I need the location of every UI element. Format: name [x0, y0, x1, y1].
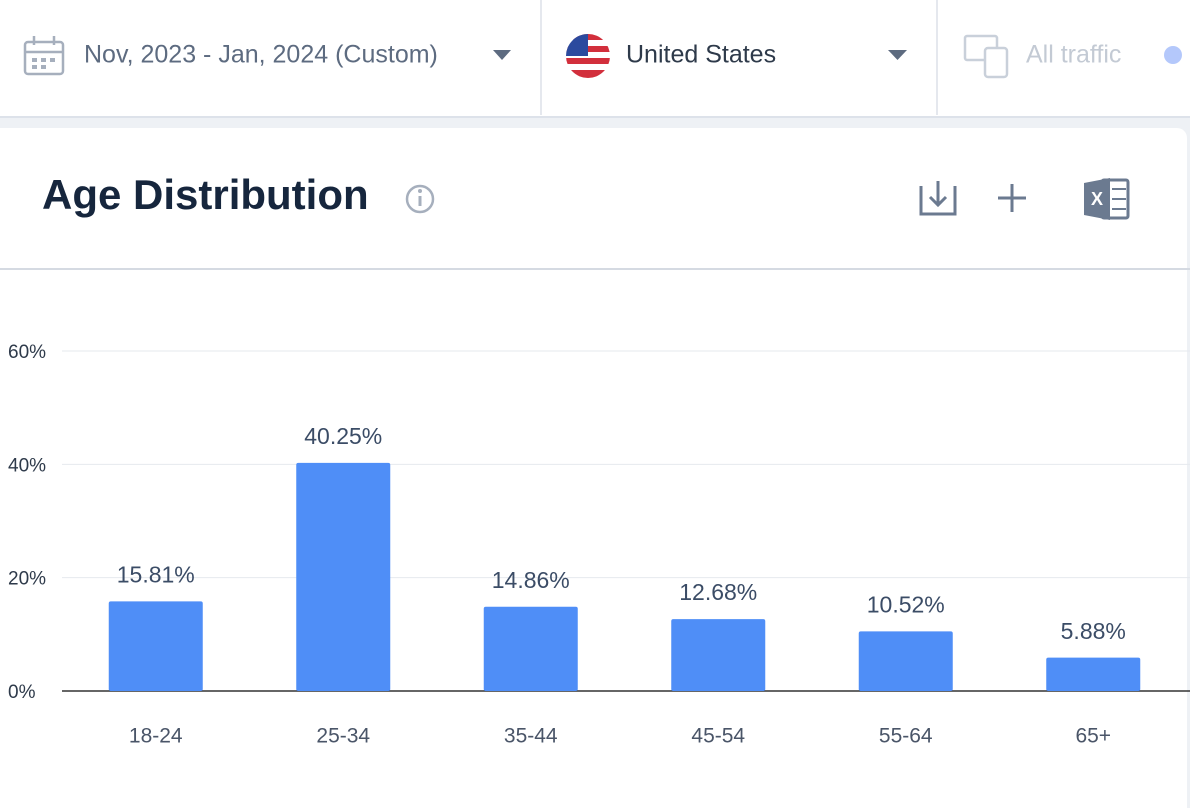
dropdown-arrow: [888, 50, 907, 60]
x-tick-label: 45-54: [691, 725, 745, 748]
x-tick-label: 55-64: [879, 725, 933, 748]
y-tick-label: 0%: [8, 682, 36, 703]
country: United States: [626, 41, 776, 69]
bar: [483, 606, 578, 691]
us-flag: [566, 34, 610, 78]
status-dot: [1164, 46, 1182, 64]
info-icon[interactable]: [405, 184, 435, 214]
bar: [671, 619, 766, 691]
bar: [296, 462, 391, 691]
bar: [858, 631, 953, 691]
x-tick-label: 18-24: [129, 725, 183, 748]
country-picker[interactable]: United States: [566, 34, 907, 78]
value-label: 14.86%: [492, 567, 570, 593]
download-button[interactable]: [919, 181, 957, 216]
calendar-icon: [23, 36, 65, 76]
y-tick-label: 20%: [8, 569, 46, 590]
chart-title: Age Distribution: [42, 171, 369, 218]
excel-button[interactable]: X: [1084, 178, 1130, 220]
bar: [1046, 657, 1141, 691]
add-button[interactable]: [998, 184, 1026, 212]
plot: 0% 20% 40% 60% 18-24 15.81% 25-34 40.25% 35-44 14…: [8, 342, 1190, 748]
card: [0, 128, 1187, 808]
dropdown-arrow: [493, 50, 511, 60]
value-label: 15.81%: [117, 561, 195, 587]
y-tick-label: 40%: [8, 455, 46, 476]
calendar-dots: [32, 58, 55, 69]
x-tick-label: 35-44: [504, 725, 558, 748]
date-range: Nov, 2023 - Jan, 2024 (Custom): [84, 41, 438, 69]
traffic-picker[interactable]: All traffic: [963, 34, 1182, 79]
value-label: 40.25%: [304, 423, 382, 449]
x-tick-label: 25-34: [316, 725, 370, 748]
x-tick-label: 65+: [1075, 725, 1111, 748]
devices-icon: [963, 34, 1009, 79]
date-picker[interactable]: Nov, 2023 - Jan, 2024 (Custom): [23, 36, 511, 76]
y-tick-label: 60%: [8, 342, 46, 363]
traffic: All traffic: [1026, 41, 1121, 69]
value-label: 5.88%: [1061, 618, 1126, 644]
bar: [108, 601, 203, 691]
excel-x: X: [1091, 189, 1103, 209]
value-label: 10.52%: [867, 591, 945, 617]
value-label: 12.68%: [679, 579, 757, 605]
